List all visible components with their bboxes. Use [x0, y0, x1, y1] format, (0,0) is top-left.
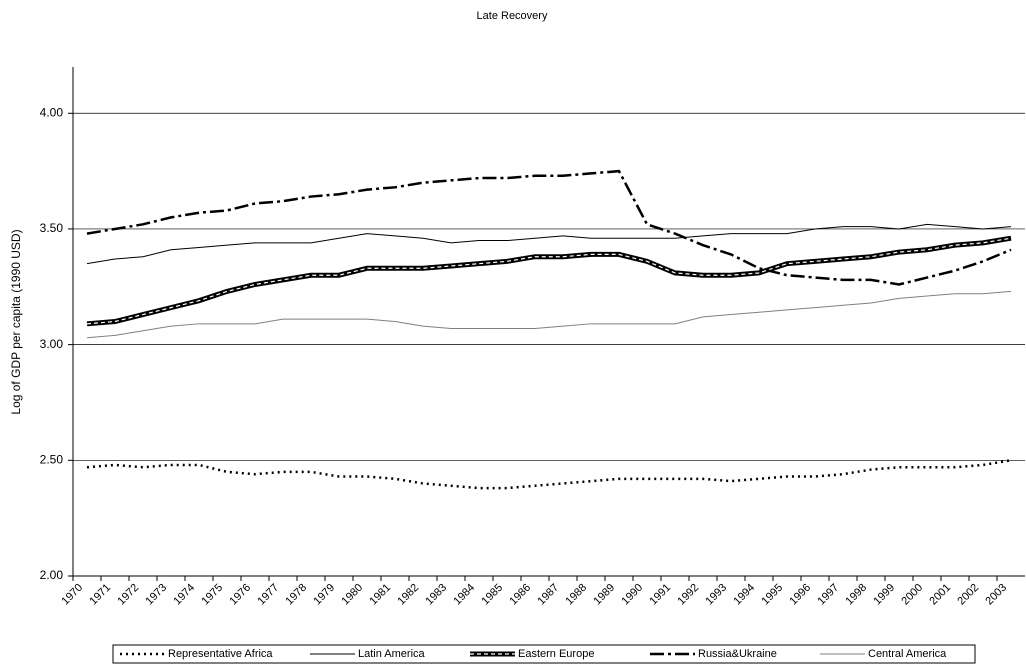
x-tick-label: 1979 — [311, 582, 337, 608]
x-tick-label: 2002 — [955, 582, 981, 608]
legend-box — [112, 644, 976, 664]
y-tick-label: 2.50 — [40, 452, 64, 466]
x-tick-label: 1981 — [367, 582, 393, 608]
x-tick-label: 1977 — [255, 582, 281, 608]
legend-label: Representative Africa — [168, 648, 273, 660]
y-tick-label: 3.00 — [40, 337, 64, 351]
y-tick-label: 3.50 — [40, 221, 64, 235]
chart-title: Late Recovery — [477, 10, 548, 22]
x-tick-label: 1987 — [535, 582, 561, 608]
x-tick-label: 1997 — [815, 582, 841, 608]
series-line — [86, 169, 1012, 286]
x-tick-label: 1970 — [59, 582, 85, 608]
x-tick-label: 1984 — [451, 582, 477, 608]
x-tick-label: 1978 — [283, 582, 309, 608]
x-tick-label: 1982 — [395, 582, 421, 608]
x-tick-label: 1986 — [507, 582, 533, 608]
x-tick-label: 1998 — [843, 582, 869, 608]
x-tick-label: 1993 — [703, 582, 729, 608]
x-tick-label: 1989 — [591, 582, 617, 608]
legend-label: Eastern Europe — [518, 648, 594, 660]
y-tick-label: 2.00 — [40, 568, 64, 582]
x-tick-label: 1983 — [423, 582, 449, 608]
x-tick-label: 1988 — [563, 582, 589, 608]
x-tick-label: 1980 — [339, 582, 365, 608]
x-tick-label: 1996 — [787, 582, 813, 608]
series-line — [86, 223, 1012, 265]
x-tick-label: 1976 — [227, 582, 253, 608]
y-tick-label: 4.00 — [40, 105, 64, 119]
series-line-inner — [86, 237, 1012, 325]
series-line — [86, 290, 1012, 339]
legend-label: Latin America — [358, 648, 426, 660]
y-axis-label: Log of GDP per capita (1990 USD) — [9, 229, 23, 414]
x-tick-label: 2001 — [927, 582, 953, 608]
x-tick-label: 1990 — [619, 582, 645, 608]
x-tick-label: 1994 — [731, 582, 757, 608]
x-tick-label: 1995 — [759, 582, 785, 608]
series-line — [86, 459, 1012, 490]
x-tick-label: 1973 — [143, 582, 169, 608]
legend-label: Central America — [868, 648, 947, 660]
x-tick-label: 1971 — [87, 582, 113, 608]
x-tick-label: 1985 — [479, 582, 505, 608]
x-tick-label: 1974 — [171, 582, 197, 608]
x-tick-label: 1992 — [675, 582, 701, 608]
x-tick-label: 2000 — [899, 582, 925, 608]
legend-label: Russia&Ukraine — [698, 648, 777, 660]
x-tick-label: 1991 — [647, 582, 673, 608]
x-tick-label: 2003 — [983, 582, 1009, 608]
x-tick-label: 1999 — [871, 582, 897, 608]
x-tick-label: 1975 — [199, 582, 225, 608]
x-tick-label: 1972 — [115, 582, 141, 608]
